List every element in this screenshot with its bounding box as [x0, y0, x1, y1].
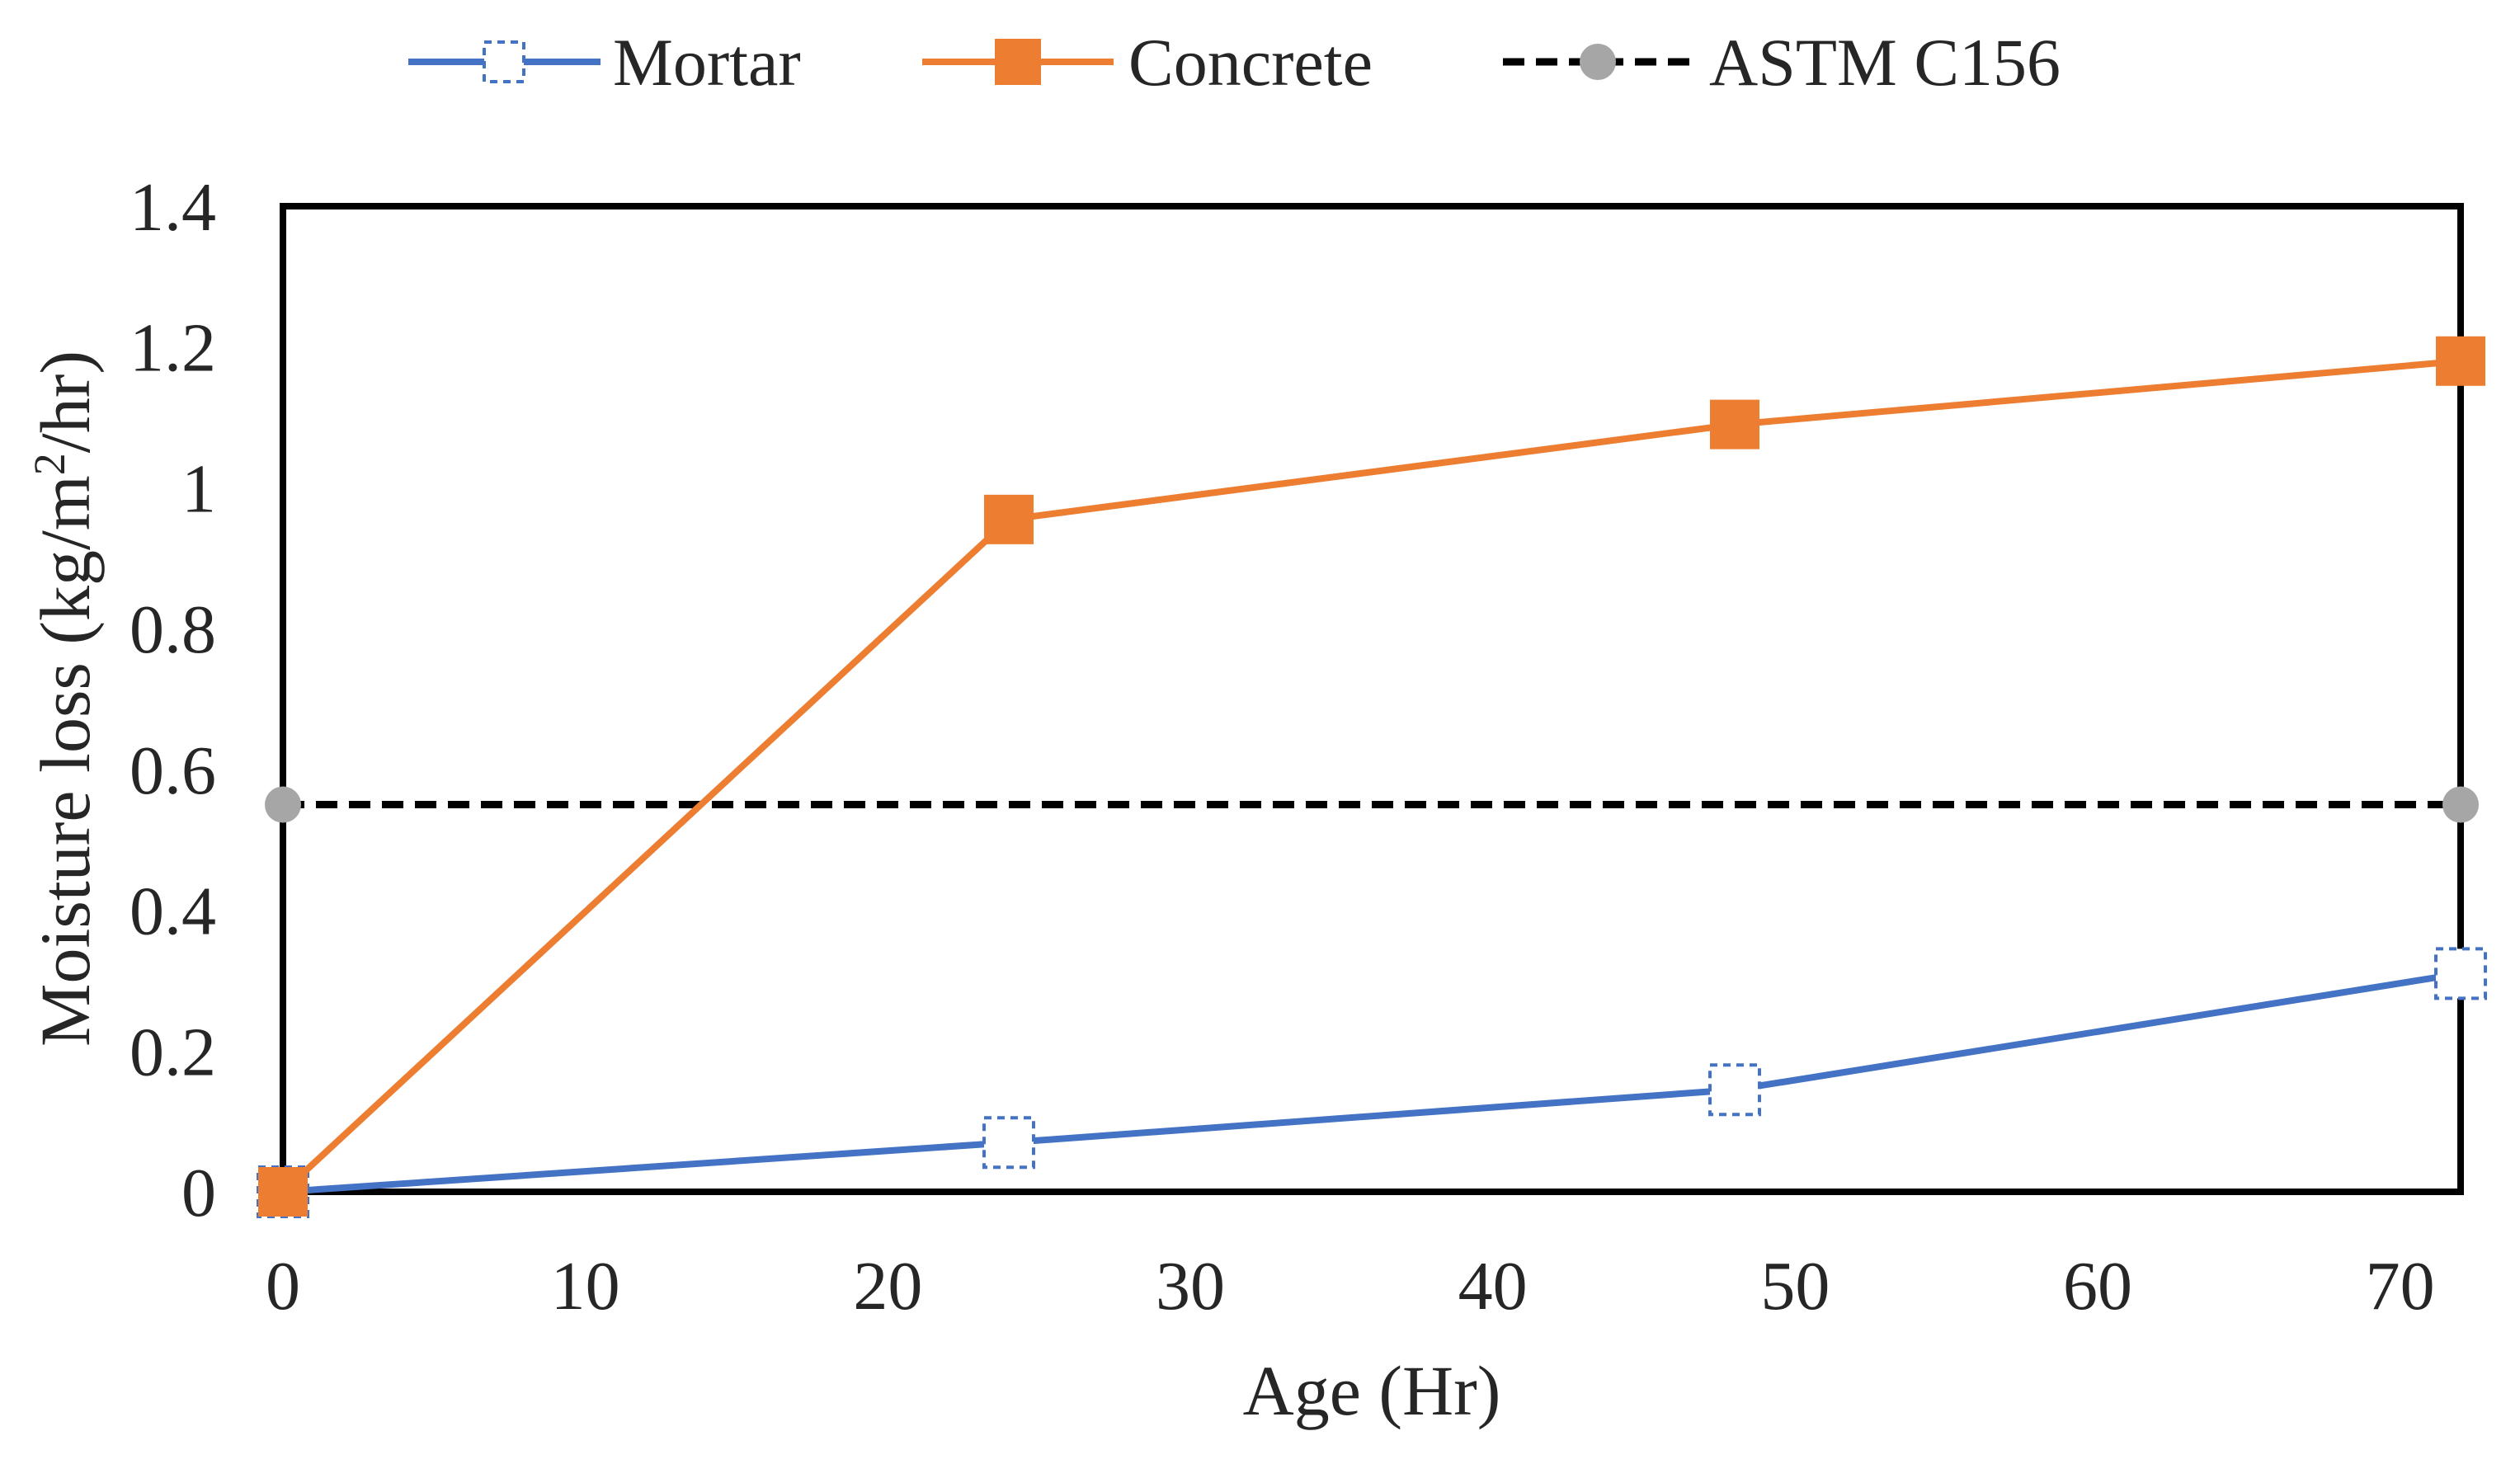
y-tick-label: 0.6 [130, 732, 216, 809]
legend-label: Concrete [1128, 25, 1373, 100]
legend-label: ASTM C156 [1709, 25, 2061, 100]
y-tick-label: 0.2 [130, 1014, 216, 1090]
data-point-marker [1710, 399, 1759, 450]
x-tick-label: 50 [1760, 1248, 1830, 1325]
y-tick-label: 1.4 [130, 169, 216, 246]
data-point-marker [2442, 786, 2479, 823]
y-axis-title-prefix: Moisture loss (kg/m [26, 475, 105, 1047]
x-tick-label: 70 [2366, 1248, 2435, 1325]
y-tick-label: 1.2 [130, 310, 216, 387]
data-point-marker [265, 786, 301, 823]
x-tick-label: 30 [1156, 1248, 1225, 1325]
data-point-marker [982, 1116, 1035, 1170]
data-point-marker [1708, 1063, 1761, 1117]
y-tick-label: 0.8 [130, 591, 216, 668]
data-point-marker [483, 40, 525, 83]
x-tick-label: 0 [266, 1248, 300, 1325]
y-tick-label: 0 [181, 1155, 216, 1231]
y-axis-title: Moisture loss (kg/m2/hr) [25, 351, 105, 1047]
y-tick-label: 1 [181, 450, 216, 527]
x-tick-label: 60 [2063, 1248, 2132, 1325]
series-concrete [258, 336, 2485, 1217]
x-axis-title: Age (Hr) [1243, 1351, 1501, 1430]
legend-item: ASTM C156 [1503, 25, 2061, 100]
y-axis-title-suffix: /hr) [26, 351, 105, 453]
x-tick-label: 20 [853, 1248, 922, 1325]
series-layer [257, 336, 2487, 1218]
data-point-marker [2434, 947, 2487, 1000]
x-tick-label: 40 [1458, 1248, 1528, 1325]
y-axis-title-superscript: 2 [25, 453, 74, 475]
legend: Mortar Concrete ASTM C156 [408, 25, 2061, 100]
data-point-marker [1580, 44, 1616, 80]
legend-item: Concrete [922, 25, 1373, 100]
series-line [282, 970, 2461, 1195]
series-astm-c156 [265, 786, 2479, 823]
data-point-marker [984, 494, 1034, 544]
data-point-marker [2436, 336, 2485, 386]
legend-label: Mortar [613, 25, 801, 100]
y-axis-ticks: 0 0.2 0.4 0.6 0.8 1 1.2 1.4 [130, 169, 216, 1231]
series-line [280, 357, 2461, 1194]
x-axis-ticks: 0 10 20 30 40 50 60 70 [266, 1248, 2435, 1325]
x-tick-label: 10 [551, 1248, 620, 1325]
legend-item: Mortar [408, 25, 801, 100]
data-point-marker [995, 39, 1041, 85]
data-point-marker [258, 1167, 308, 1217]
y-tick-label: 0.4 [130, 873, 216, 950]
plot-area-frame [280, 203, 2464, 1195]
